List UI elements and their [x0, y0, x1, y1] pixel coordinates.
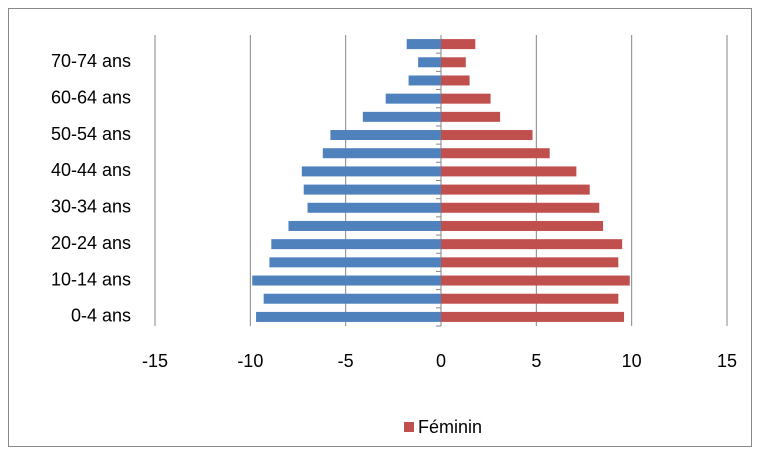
bar	[271, 239, 441, 250]
bar	[322, 148, 441, 159]
bar	[256, 311, 441, 322]
bar	[408, 75, 441, 86]
bar	[441, 293, 619, 304]
y-tick-label: 50-54 ans	[51, 124, 131, 144]
x-tick-label: 15	[717, 351, 737, 371]
bar	[441, 184, 590, 195]
bar	[288, 220, 441, 231]
bar	[441, 93, 491, 104]
bar	[441, 275, 630, 286]
bar	[441, 75, 470, 86]
bar	[385, 93, 441, 104]
bar	[418, 57, 441, 68]
y-tick-label: 30-34 ans	[51, 197, 131, 217]
x-tick-label: 10	[622, 351, 642, 371]
x-tick-label: -5	[338, 351, 354, 371]
bar	[330, 130, 441, 141]
bar	[252, 275, 441, 286]
bar	[441, 130, 533, 141]
bar	[301, 166, 441, 177]
x-tick-label: -15	[142, 351, 168, 371]
bar	[441, 311, 625, 322]
bar	[441, 111, 501, 122]
y-tick-label: 10-14 ans	[51, 269, 131, 289]
bar	[269, 257, 441, 268]
bar	[441, 39, 476, 50]
y-tick-label: 60-64 ans	[51, 87, 131, 107]
legend-label: Féminin	[418, 417, 482, 437]
y-tick-label: 0-4 ans	[71, 306, 131, 326]
bar	[441, 220, 604, 231]
x-tick-label: -10	[237, 351, 263, 371]
bar	[303, 184, 441, 195]
bar	[307, 202, 441, 213]
bar	[441, 257, 619, 268]
bar	[263, 293, 441, 304]
x-tick-label: 5	[531, 351, 541, 371]
bar	[406, 39, 441, 50]
bar	[441, 57, 466, 68]
y-tick-label: 20-24 ans	[51, 233, 131, 253]
bar	[441, 148, 550, 159]
y-tick-label: 70-74 ans	[51, 51, 131, 71]
bar	[441, 166, 577, 177]
bar	[362, 111, 441, 122]
x-tick-label: 0	[436, 351, 446, 371]
legend-swatch	[404, 422, 414, 432]
bar	[441, 239, 623, 250]
y-tick-label: 40-44 ans	[51, 160, 131, 180]
bar	[441, 202, 600, 213]
